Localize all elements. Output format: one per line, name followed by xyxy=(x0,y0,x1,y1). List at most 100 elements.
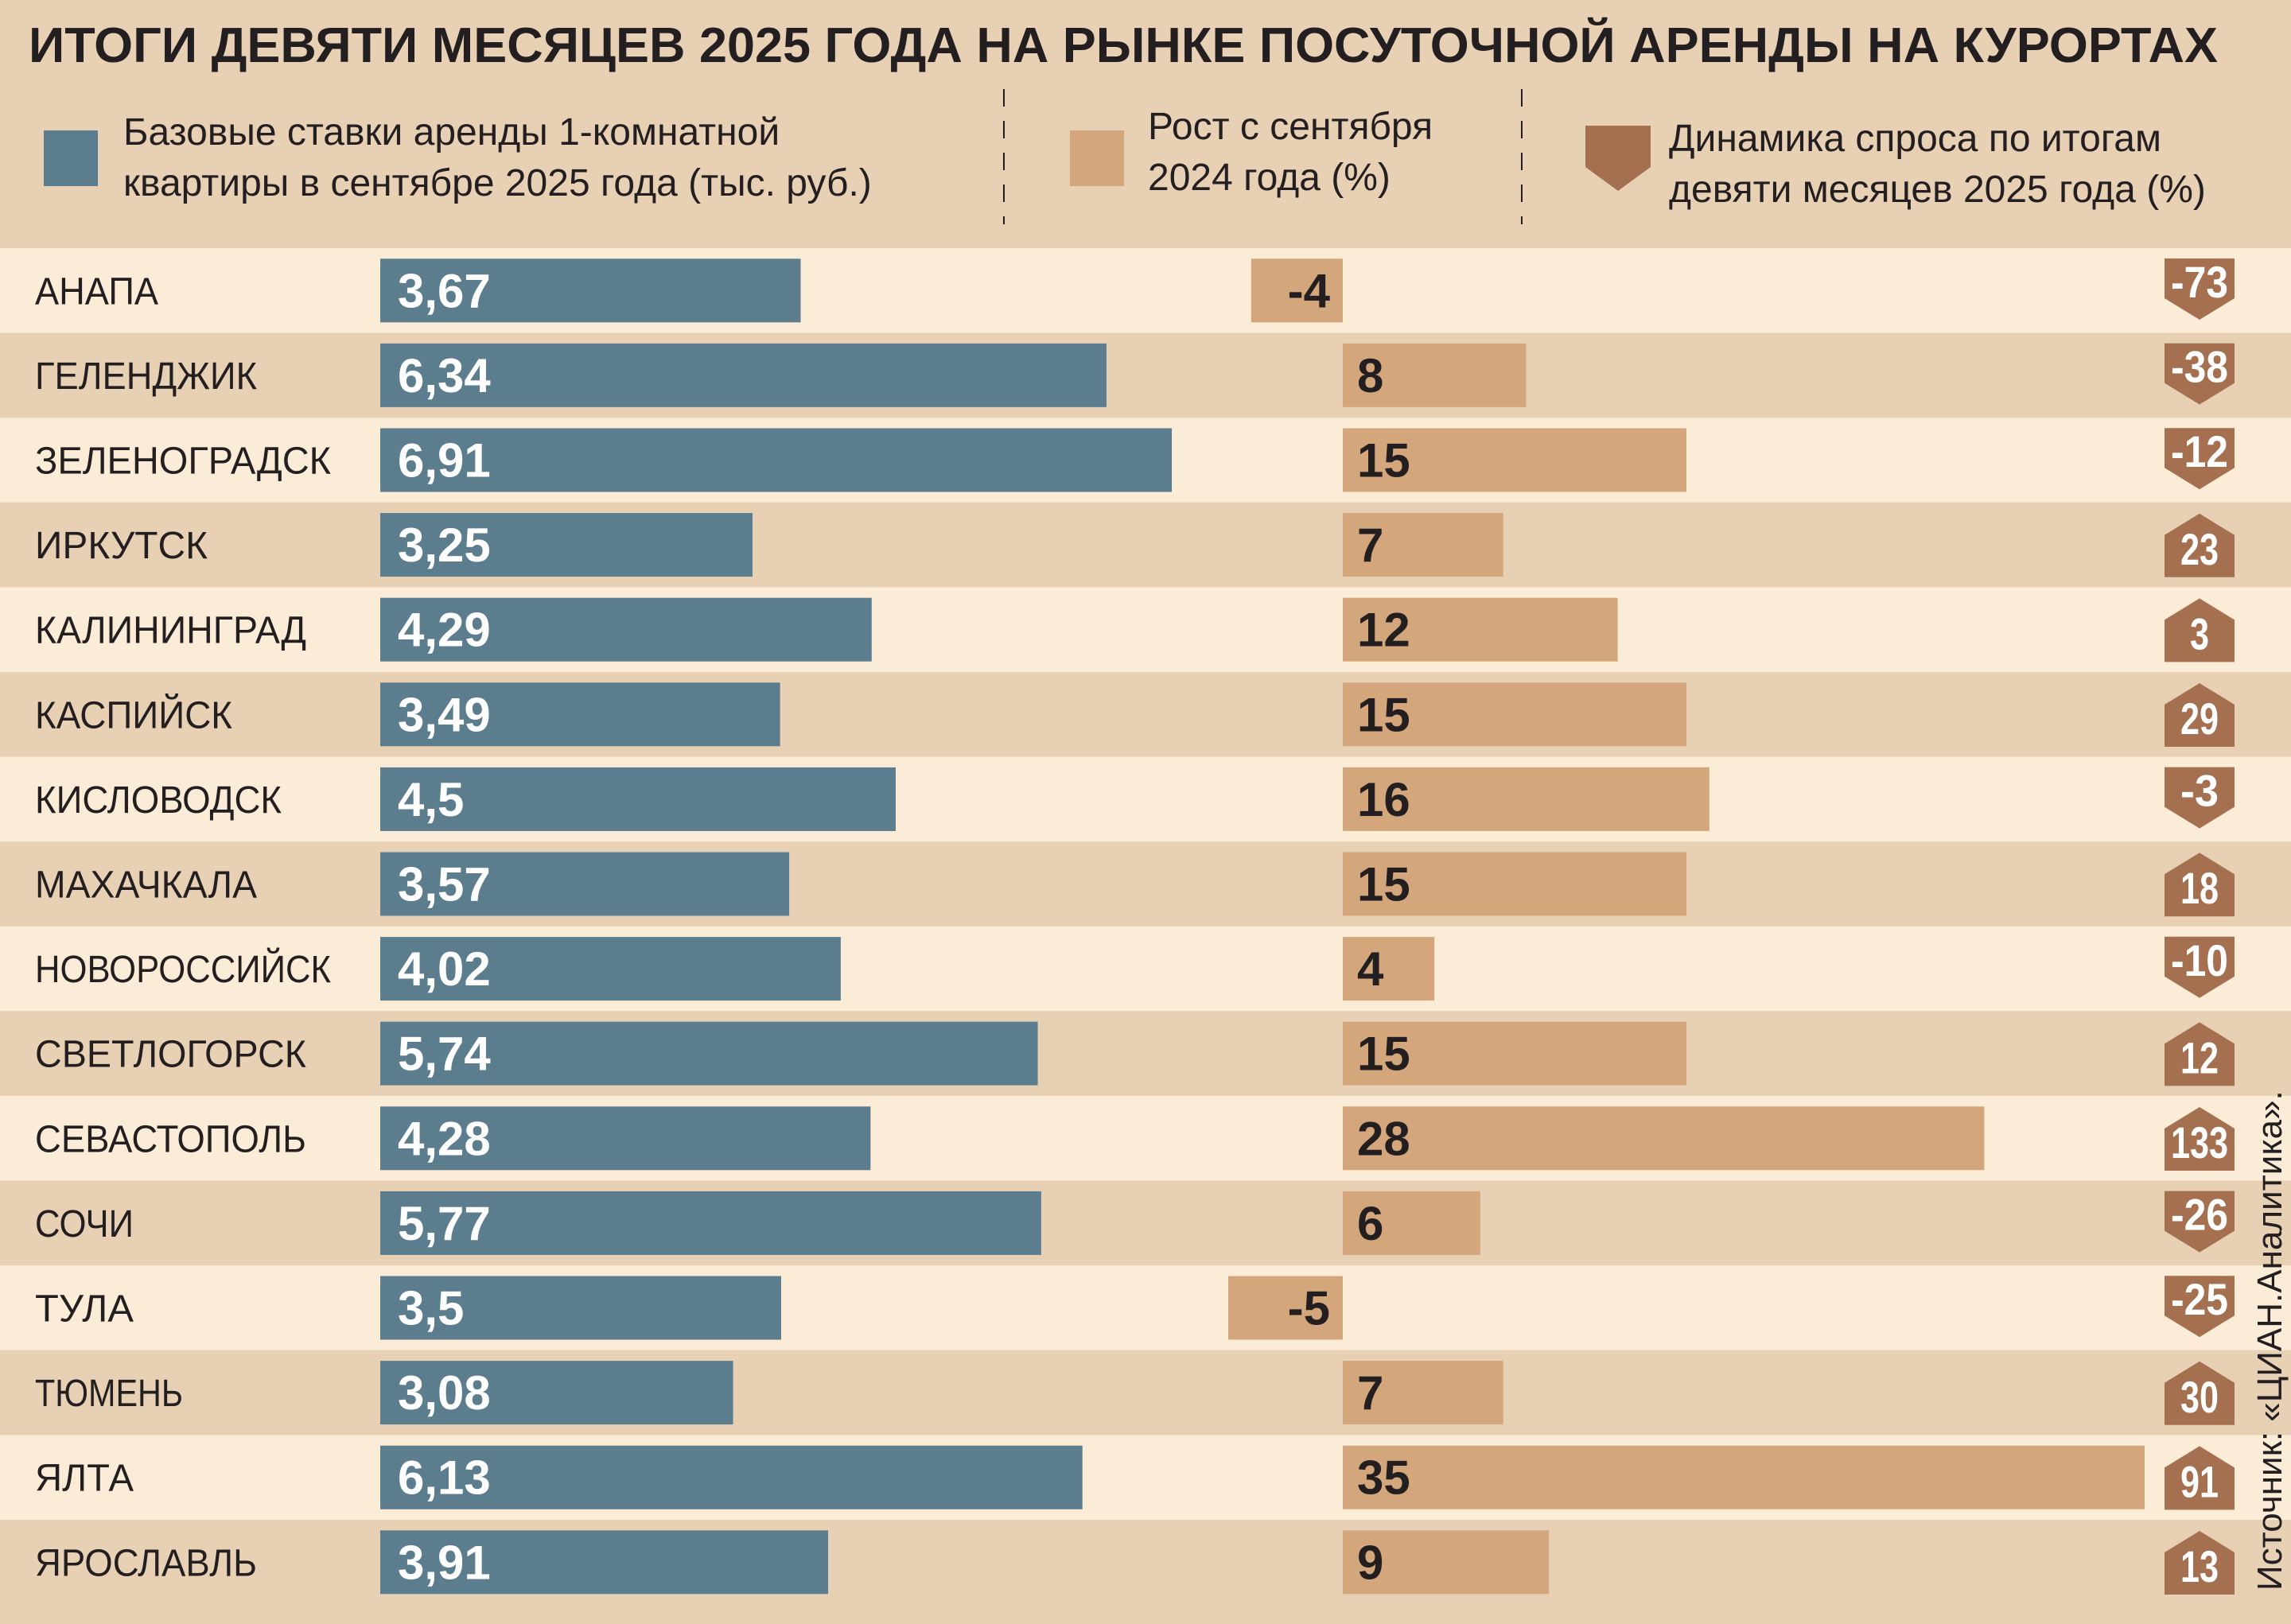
table-row: ЗЕЛЕНОГРАДСК 6,91 15 -12 xyxy=(0,418,2291,503)
city-label: НОВОРОССИЙСК xyxy=(35,947,331,991)
demand-value-label: -25 xyxy=(2171,1274,2228,1324)
growth-value-label: 15 xyxy=(1357,858,1410,911)
city-label: ТУЛА xyxy=(35,1288,134,1331)
growth-bar xyxy=(1343,1021,1686,1086)
growth-bar xyxy=(1343,513,1503,577)
row-background xyxy=(0,1520,2291,1605)
row-background xyxy=(0,1180,2291,1266)
rate-value-label: 6,91 xyxy=(398,434,491,488)
rate-bar xyxy=(380,1445,1083,1509)
rate-bar xyxy=(380,1191,1041,1255)
legend-marker-1 xyxy=(1070,130,1124,186)
table-row: КАСПИЙСК 3,49 15 29 xyxy=(0,672,2291,757)
demand-value-label: 12 xyxy=(2180,1032,2219,1082)
legend: Базовые ставки аренды 1-комнатной квартир… xyxy=(44,89,2206,224)
demand-up-arrow-icon xyxy=(2165,853,2235,917)
legend-label: Базовые ставки аренды 1-комнатной xyxy=(123,111,780,153)
rate-value-label: 6,13 xyxy=(398,1451,491,1505)
table-row: АНАПА 3,67 -4 -73 xyxy=(0,248,2291,333)
city-label: КАСПИЙСК xyxy=(35,693,232,736)
growth-value-label: 7 xyxy=(1357,519,1383,572)
demand-up-arrow-icon xyxy=(2165,598,2235,662)
rate-bar xyxy=(380,682,780,747)
city-label: КАЛИНИНГРАД xyxy=(35,610,306,652)
growth-value-label: 15 xyxy=(1357,1028,1410,1081)
city-label: СЕВАСТОПОЛЬ xyxy=(35,1118,306,1160)
growth-value-label: 12 xyxy=(1357,604,1410,657)
growth-bar xyxy=(1343,767,1709,831)
rate-bar xyxy=(380,343,1107,407)
demand-value-label: 23 xyxy=(2180,524,2219,574)
city-label: СОЧИ xyxy=(35,1203,134,1245)
growth-value-label: 9 xyxy=(1357,1536,1383,1589)
rate-bar xyxy=(380,937,841,1001)
table-row: ГЕЛЕНДЖИК 6,34 8 -38 xyxy=(0,332,2291,418)
growth-value-label: -5 xyxy=(1288,1282,1330,1335)
rate-value-label: 5,74 xyxy=(398,1028,491,1081)
demand-down-arrow-icon xyxy=(2165,1191,2235,1253)
demand-value-label: 91 xyxy=(2180,1456,2219,1506)
growth-bar xyxy=(1343,428,1686,492)
table-row: СВЕТЛОГОРСК 5,74 15 12 xyxy=(0,1011,2291,1096)
city-label: ЯЛТА xyxy=(35,1458,134,1500)
growth-bar xyxy=(1343,1191,1480,1255)
demand-up-arrow-icon xyxy=(2165,513,2235,577)
growth-bar xyxy=(1343,597,1618,662)
rate-value-label: 3,57 xyxy=(398,858,491,911)
demand-up-arrow-icon xyxy=(2165,1361,2235,1425)
demand-down-arrow-icon xyxy=(2165,258,2235,320)
growth-bar xyxy=(1343,1445,2145,1509)
demand-value-label: -26 xyxy=(2171,1190,2228,1240)
legend-label: девяти месяцев 2025 года (%) xyxy=(1669,169,2206,211)
demand-up-arrow-icon xyxy=(2165,1022,2235,1086)
rate-bar xyxy=(380,852,790,916)
demand-down-arrow-icon xyxy=(2165,767,2235,829)
row-background xyxy=(0,587,2291,672)
demand-value-label: -38 xyxy=(2171,342,2228,392)
rate-bar xyxy=(380,1361,733,1425)
growth-value-label: 15 xyxy=(1357,688,1410,741)
demand-value-label: 18 xyxy=(2180,863,2219,913)
rate-bar xyxy=(380,258,801,323)
rate-value-label: 3,25 xyxy=(398,519,491,572)
city-label: КИСЛОВОДСК xyxy=(35,779,282,822)
demand-value-label: -73 xyxy=(2171,257,2228,307)
legend-label: 2024 года (%) xyxy=(1148,157,1391,199)
demand-value-label: -10 xyxy=(2171,935,2228,985)
growth-bar xyxy=(1343,937,1435,1001)
row-background xyxy=(0,926,2291,1012)
demand-up-arrow-icon xyxy=(2165,1107,2235,1171)
city-label: ЯРОСЛАВЛЬ xyxy=(35,1542,257,1584)
growth-value-label: 6 xyxy=(1357,1197,1383,1250)
legend-label: Рост с сентября xyxy=(1148,106,1433,148)
legend-label: квартиры в сентябре 2025 года (тыс. руб.… xyxy=(123,162,872,204)
growth-bar xyxy=(1343,343,1527,407)
demand-value-label: 13 xyxy=(2180,1541,2219,1591)
row-background xyxy=(0,1265,2291,1350)
growth-bar xyxy=(1251,258,1343,323)
city-label: ЗЕЛЕНОГРАДСК xyxy=(35,441,331,483)
legend-marker-demand-icon xyxy=(1585,126,1651,191)
demand-down-arrow-icon xyxy=(2165,1276,2235,1338)
table-row: МАХАЧКАЛА 3,57 15 18 xyxy=(0,841,2291,927)
city-label: СВЕТЛОГОРСК xyxy=(35,1034,306,1076)
growth-bar xyxy=(1343,1530,1550,1595)
table-row: НОВОРОССИЙСК 4,02 4 -10 xyxy=(0,926,2291,1012)
rate-value-label: 4,29 xyxy=(398,604,491,657)
demand-up-arrow-icon xyxy=(2165,683,2235,747)
table-row: ЯРОСЛАВЛЬ 3,91 9 13 xyxy=(0,1520,2291,1605)
table-row: КАЛИНИНГРАД 4,29 12 3 xyxy=(0,587,2291,672)
growth-value-label: 7 xyxy=(1357,1366,1383,1420)
demand-up-arrow-icon xyxy=(2165,1531,2235,1595)
growth-value-label: 35 xyxy=(1357,1451,1410,1505)
row-background xyxy=(0,332,2291,418)
rate-value-label: 4,02 xyxy=(398,942,491,996)
growth-value-label: 4 xyxy=(1357,942,1384,996)
demand-down-arrow-icon xyxy=(2165,936,2235,998)
row-background xyxy=(0,1350,2291,1436)
source-note: Источник: «ЦИАН.Аналитика». xyxy=(2250,1090,2289,1591)
rate-bar xyxy=(380,513,753,577)
rate-bar xyxy=(380,1530,829,1595)
growth-value-label: 8 xyxy=(1357,349,1383,402)
